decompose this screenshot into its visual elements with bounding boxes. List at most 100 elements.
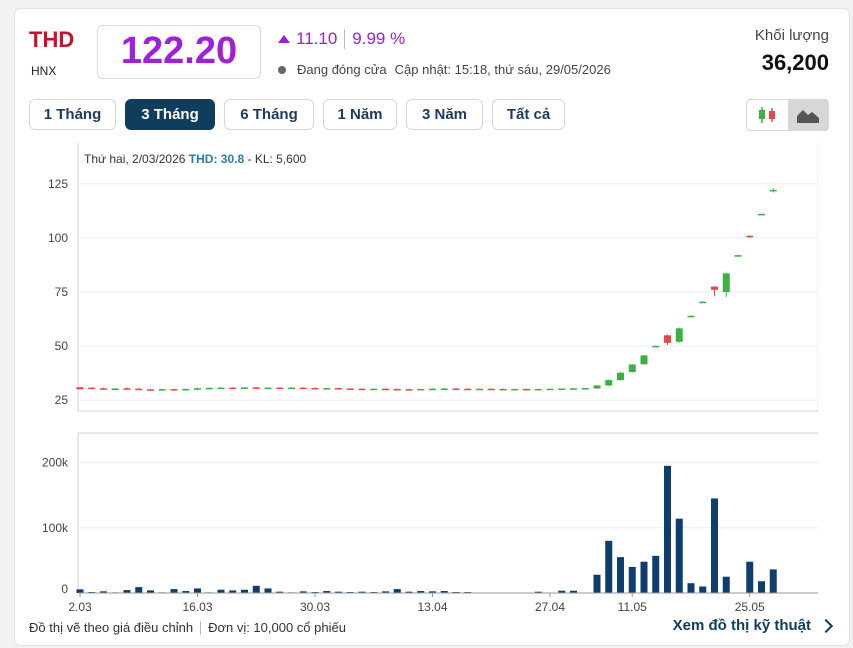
exchange-name: HNX (31, 64, 57, 78)
candle-body (628, 364, 636, 373)
volume-bar (88, 592, 96, 593)
candle-body (687, 315, 695, 318)
candle-body (323, 388, 331, 390)
candle-body (640, 355, 648, 365)
candle-body (217, 387, 225, 390)
chart-tooltip: Thứ hai, 2/03/2026 THD: 30.8 - KL: 5,600 (84, 152, 306, 166)
price-change: 11.10 9.99 % (278, 29, 405, 49)
candle-body (393, 388, 401, 391)
volume-bar (605, 540, 613, 593)
volume-series (76, 465, 777, 593)
volume-bar (769, 569, 777, 593)
volume-bar (264, 588, 272, 593)
candle-body (593, 385, 601, 389)
candle-body (182, 388, 190, 391)
volume-bar (722, 576, 730, 593)
candle-body (100, 388, 107, 390)
volume-bar (358, 591, 366, 593)
unit-note: Đơn vị: 10,000 cổ phiếu (208, 620, 346, 635)
tooltip-value: 30.8 (220, 152, 245, 166)
candle-body (76, 387, 84, 390)
volume-bar (100, 591, 107, 593)
candle-body (476, 388, 483, 391)
candle-body (769, 189, 777, 192)
volume-bar (429, 591, 436, 593)
tab-1-year[interactable]: 1 Năm (323, 99, 397, 130)
volume-bar (617, 557, 624, 593)
adjusted-price-note: Đồ thị vẽ theo giá điều chỉnh (29, 620, 194, 635)
tab-6-months[interactable]: 6 Tháng (224, 99, 314, 130)
volume-bar (558, 590, 566, 593)
candle-body (417, 388, 425, 391)
volume-bar (393, 589, 401, 593)
period-tabs: 1 Tháng 3 Tháng 6 Tháng 1 Năm 3 Năm Tất … (29, 99, 574, 130)
volume-bar (299, 591, 307, 593)
candle-body (288, 387, 295, 390)
chevron-right-icon (818, 618, 834, 633)
current-price: 122.20 (120, 30, 238, 72)
market-status: Đang đóng cửa Cập nhật: 15:18, thứ sáu, … (278, 62, 611, 77)
ticker-symbol: THD (29, 27, 75, 52)
candle-body (311, 388, 319, 390)
volume-bar (170, 589, 178, 593)
volume-bar (746, 561, 754, 593)
volume-bar (699, 586, 707, 593)
candle-body (511, 388, 519, 391)
change-value: 11.10 (296, 29, 338, 48)
volume-bar (346, 592, 354, 593)
candle-body (711, 286, 718, 290)
volume-bar (405, 591, 413, 593)
candle-body (746, 235, 754, 238)
volume-bar (252, 585, 260, 593)
technical-chart-link-label: Xem đồ thị kỹ thuật (672, 617, 811, 634)
candle-body (617, 372, 624, 381)
candle-body (452, 388, 460, 390)
tab-1-month[interactable]: 1 Tháng (29, 99, 116, 130)
volume-bar (452, 592, 460, 593)
candlestick-series (76, 188, 777, 391)
candle-body (370, 388, 378, 391)
candle-body (534, 388, 542, 391)
candle-body (652, 345, 660, 348)
technical-chart-link[interactable]: Xem đồ thị kỹ thuật (672, 617, 834, 634)
candle-body (241, 387, 248, 389)
volume-bar (464, 592, 472, 593)
volume-bar (593, 574, 601, 593)
volume-bar (123, 590, 131, 593)
chart-type-toggle (746, 99, 829, 131)
volume-bar (570, 590, 577, 593)
volume-bar (628, 566, 636, 593)
candle-body (194, 388, 201, 390)
volume-bar (758, 581, 765, 593)
candle-body (382, 388, 389, 391)
tab-3-years[interactable]: 3 Năm (406, 99, 483, 130)
candle-body (440, 388, 448, 390)
candlestick-button[interactable] (747, 100, 788, 130)
tab-all[interactable]: Tất cả (492, 99, 565, 130)
volume-bar (276, 591, 284, 593)
tooltip-date: Thứ hai, 2/03/2026 (84, 152, 186, 166)
status-text: Đang đóng cửa (297, 62, 387, 77)
candle-body (264, 387, 272, 390)
volume-bar (323, 591, 331, 593)
candle-body (464, 388, 472, 391)
tab-3-months[interactable]: 3 Tháng (125, 99, 215, 130)
volume-bar (217, 589, 225, 593)
candle-body (111, 388, 119, 390)
volume-bar (675, 518, 683, 593)
area-chart-button[interactable] (787, 100, 828, 130)
candle-body (734, 255, 742, 257)
candle-body (758, 213, 765, 216)
price-volume-chart[interactable] (74, 143, 818, 593)
candle-body (523, 388, 530, 391)
volume-bar (76, 589, 84, 593)
candle-body (335, 388, 342, 390)
tooltip-symbol: THD: (188, 152, 218, 166)
candle-body (429, 388, 436, 391)
candle-body (346, 388, 354, 390)
candle-body (546, 388, 554, 391)
candle-body (158, 389, 166, 391)
up-arrow-icon (278, 35, 290, 43)
volume-bar (417, 591, 425, 593)
divider (344, 29, 346, 49)
